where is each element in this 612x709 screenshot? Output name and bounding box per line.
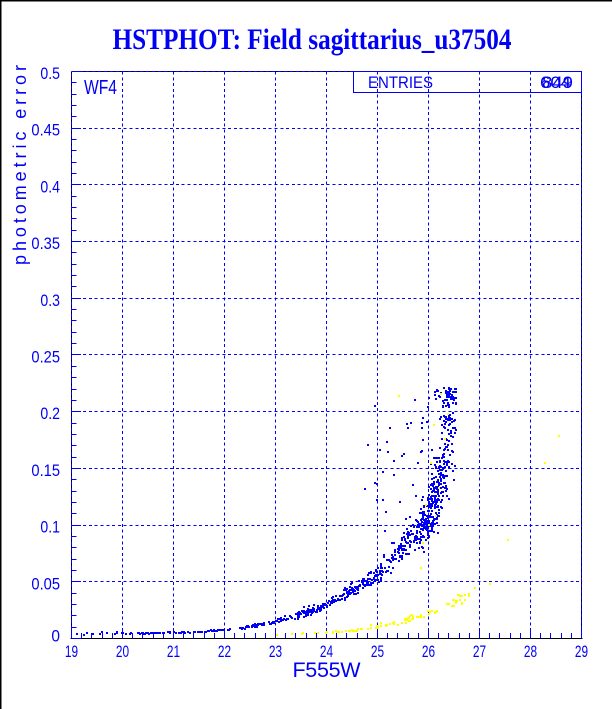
svg-text:604: 604 <box>540 73 571 92</box>
svg-text:0.5: 0.5 <box>40 64 60 83</box>
svg-text:ENTRIES: ENTRIES <box>368 73 433 92</box>
svg-text:0.15: 0.15 <box>31 461 60 480</box>
svg-text:0.1: 0.1 <box>40 518 60 537</box>
svg-text:22: 22 <box>218 642 231 661</box>
svg-text:24: 24 <box>320 642 333 661</box>
svg-text:25: 25 <box>371 642 384 661</box>
svg-text:WF4: WF4 <box>84 77 117 99</box>
svg-text:0.35: 0.35 <box>31 234 60 253</box>
svg-text:photometric error: photometric error <box>10 65 30 265</box>
svg-text:0.4: 0.4 <box>40 177 60 196</box>
svg-text:849: 849 <box>542 73 573 92</box>
svg-text:0: 0 <box>51 627 60 646</box>
svg-text:20: 20 <box>116 642 129 661</box>
svg-text:28: 28 <box>524 642 537 661</box>
svg-text:21: 21 <box>167 642 180 661</box>
svg-text:0.05: 0.05 <box>31 574 60 593</box>
svg-text:0.3: 0.3 <box>40 291 60 310</box>
svg-text:19: 19 <box>65 642 78 661</box>
svg-text:HSTPHOT: Field sagittarius_u37: HSTPHOT: Field sagittarius_u37504 <box>113 23 512 56</box>
svg-text:26: 26 <box>422 642 435 661</box>
svg-text:0.2: 0.2 <box>40 404 60 423</box>
svg-text:F555W: F555W <box>293 658 362 682</box>
svg-text:0.25: 0.25 <box>31 348 60 367</box>
svg-text:0.45: 0.45 <box>31 121 60 140</box>
svg-text:27: 27 <box>473 642 486 661</box>
svg-text:23: 23 <box>269 642 282 661</box>
svg-text:29: 29 <box>575 642 588 661</box>
